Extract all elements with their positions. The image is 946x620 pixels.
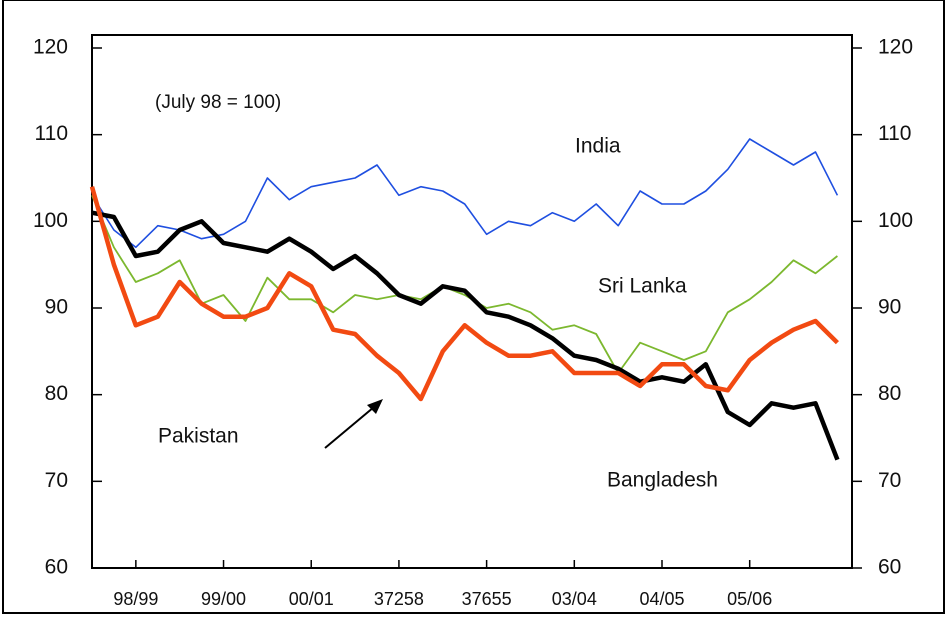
y2-tick-label: 60 (878, 556, 901, 579)
x-tick-label: 03/04 (552, 589, 597, 609)
y-tick-label: 60 (45, 556, 68, 579)
arrow-head (367, 399, 383, 414)
series-label: Sri Lanka (598, 275, 687, 298)
y-tick-label: 100 (33, 209, 68, 232)
x-tick-label: 37655 (462, 589, 512, 609)
series-line (91, 210, 840, 461)
x-tick-label: 99/00 (201, 589, 246, 609)
series-line (91, 194, 838, 374)
y2-tick-label: 110 (878, 122, 911, 145)
series-label: Bangladesh (607, 469, 718, 492)
x-tick-label: 05/06 (727, 589, 772, 609)
y2-tick-label: 100 (878, 209, 913, 232)
y-tick-label: 70 (45, 469, 68, 492)
y-tick-label: 80 (45, 382, 68, 405)
y-tick-label: 110 (35, 122, 68, 145)
series-line (89, 186, 839, 402)
y2-tick-label: 70 (878, 469, 901, 492)
series-label: Pakistan (158, 425, 239, 448)
y2-tick-label: 80 (878, 382, 901, 405)
y2-tick-label: 120 (878, 36, 913, 59)
arrow-line (324, 401, 381, 449)
y-tick-label: 120 (33, 36, 68, 59)
x-tick-label: 98/99 (113, 589, 158, 609)
x-tick-label: 00/01 (289, 589, 334, 609)
annotation: (July 98 = 100) (155, 92, 281, 113)
plot-frame (91, 34, 853, 569)
y2-tick-label: 90 (878, 296, 901, 319)
series-line (91, 138, 839, 249)
x-tick-label: 37258 (374, 589, 424, 609)
series-label: India (575, 135, 621, 158)
x-tick-label: 04/05 (639, 589, 684, 609)
y-tick-label: 90 (45, 296, 68, 319)
